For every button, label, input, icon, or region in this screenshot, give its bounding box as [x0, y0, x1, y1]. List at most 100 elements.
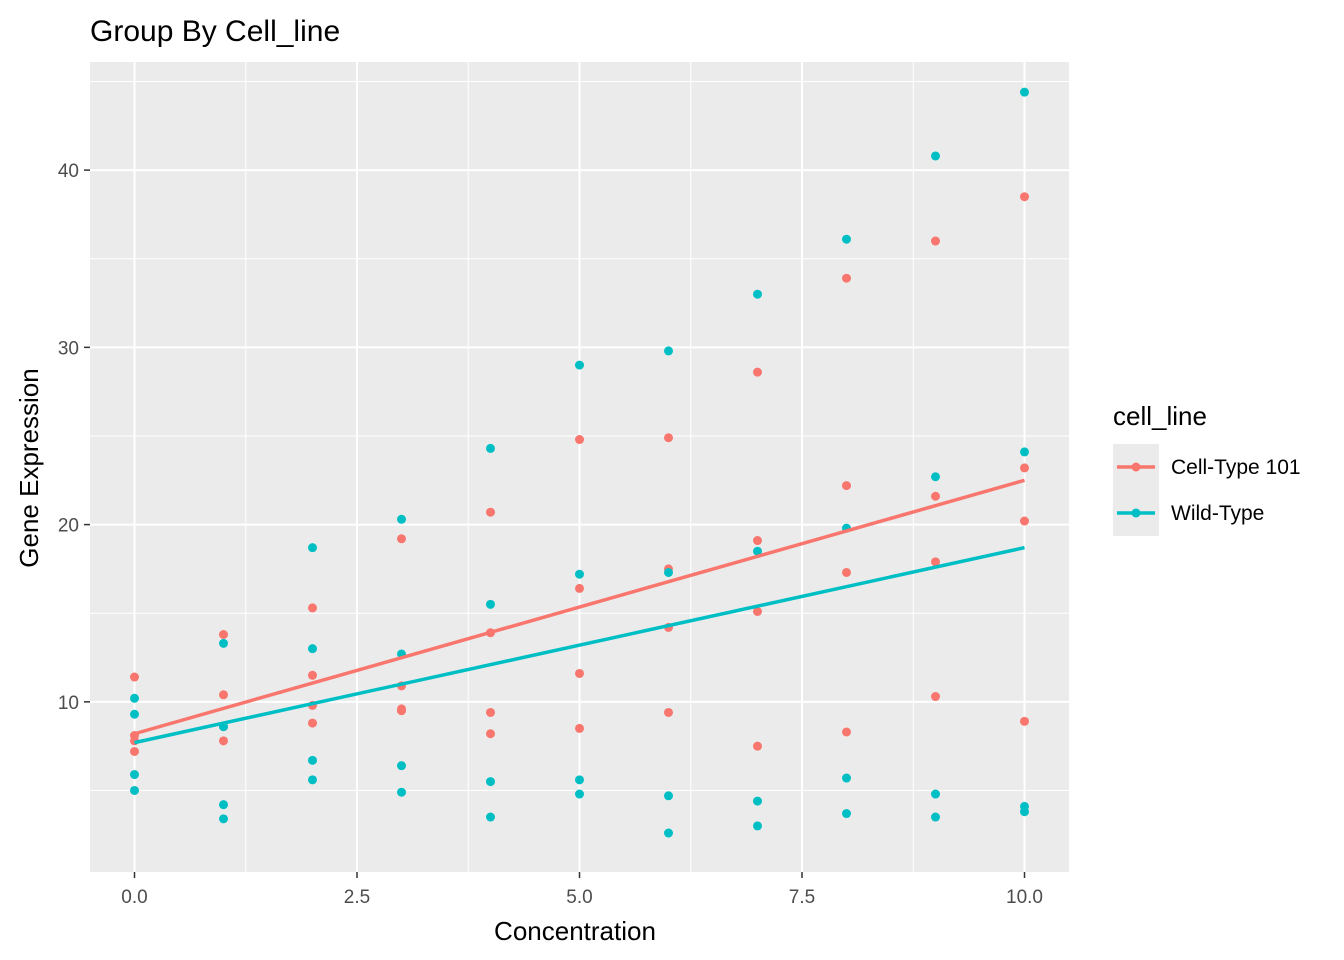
data-point-series-1: [219, 736, 228, 746]
x-axis-title: Concentration: [494, 916, 656, 946]
legend-keys: Cell-Type 101 Wild-Type: [1113, 444, 1301, 536]
data-point-series-1: [308, 670, 317, 680]
data-point-series-2: [308, 755, 317, 765]
data-point-series-1: [1020, 516, 1029, 526]
data-point-series-2: [575, 569, 584, 579]
data-point-series-2: [753, 289, 762, 299]
data-point-series-2: [308, 775, 317, 785]
x-tick-label: 7.5: [789, 887, 815, 908]
data-point-series-2: [130, 693, 139, 703]
data-point-series-1: [130, 746, 139, 756]
data-point-series-2: [486, 599, 495, 609]
trend-line-series-1: [134, 478, 1025, 736]
x-tick-label: 10.0: [1006, 887, 1043, 908]
x-tick-label: 2.5: [344, 887, 370, 908]
data-point-series-1: [931, 236, 940, 246]
data-point-series-2: [753, 546, 762, 556]
data-point-series-2: [219, 638, 228, 648]
data-point-series-2: [842, 234, 851, 244]
legend-title: cell_line: [1113, 401, 1207, 431]
y-tick-label: 40: [58, 161, 79, 182]
chart-title: Group By Cell_line: [90, 15, 340, 48]
data-point-series-2: [842, 809, 851, 819]
data-point-series-1: [1020, 716, 1029, 726]
data-point-series-1: [842, 481, 851, 491]
data-point-series-2: [575, 360, 584, 370]
legend-label: Cell-Type 101: [1171, 456, 1301, 479]
y-tick-label: 10: [58, 693, 79, 714]
data-point-series-1: [664, 433, 673, 443]
data-point-series-1: [1020, 192, 1029, 202]
legend-key-point: [1131, 508, 1141, 518]
data-point-series-2: [575, 775, 584, 785]
data-point-series-1: [486, 729, 495, 739]
x-axis: 0.0 2.5 5.0 7.5 10.0: [121, 872, 1043, 908]
data-point-series-2: [130, 709, 139, 719]
data-point-series-2: [753, 821, 762, 831]
data-point-series-1: [486, 507, 495, 517]
trend-lines: [134, 478, 1025, 745]
x-tick-label: 5.0: [566, 887, 592, 908]
data-point-series-1: [397, 706, 406, 716]
data-point-series-2: [931, 789, 940, 799]
data-point-series-1: [1020, 463, 1029, 473]
data-point-series-1: [842, 727, 851, 737]
data-point-series-1: [842, 273, 851, 283]
data-point-series-2: [486, 777, 495, 787]
data-point-series-2: [397, 761, 406, 771]
data-point-series-1: [575, 668, 584, 678]
data-point-series-2: [130, 785, 139, 795]
data-point-series-2: [664, 828, 673, 838]
data-point-series-2: [397, 514, 406, 524]
data-point-series-2: [664, 567, 673, 577]
data-point-series-1: [575, 435, 584, 445]
data-point-series-2: [575, 789, 584, 799]
data-point-series-1: [753, 606, 762, 616]
data-point-series-2: [308, 644, 317, 654]
data-point-series-2: [219, 800, 228, 810]
y-axis: 10 20 30 40: [58, 161, 90, 714]
data-point-series-2: [664, 791, 673, 801]
legend: cell_line Cell-Type 101 Wild-Type: [1113, 401, 1301, 536]
data-point-series-2: [1020, 447, 1029, 457]
data-point-series-1: [486, 707, 495, 717]
data-points: [130, 87, 1029, 838]
y-axis-title: Gene Expression: [14, 368, 44, 567]
data-point-series-1: [931, 692, 940, 702]
data-point-series-2: [664, 346, 673, 356]
data-point-series-1: [397, 534, 406, 544]
data-point-series-1: [664, 707, 673, 717]
y-tick-label: 20: [58, 516, 79, 537]
data-point-series-1: [219, 629, 228, 639]
data-point-series-2: [753, 796, 762, 806]
data-point-series-2: [219, 814, 228, 824]
data-point-series-1: [753, 741, 762, 751]
x-tick-label: 0.0: [121, 887, 147, 908]
data-point-series-2: [931, 472, 940, 482]
data-point-series-1: [575, 583, 584, 593]
data-point-series-2: [931, 151, 940, 161]
data-point-series-1: [842, 567, 851, 577]
data-point-series-1: [219, 690, 228, 700]
data-point-series-2: [486, 443, 495, 453]
data-point-series-2: [1020, 87, 1029, 97]
data-point-series-2: [1020, 807, 1029, 817]
data-point-series-1: [308, 603, 317, 613]
data-point-series-1: [753, 367, 762, 377]
trend-line-series-2: [134, 545, 1025, 745]
data-point-series-1: [130, 672, 139, 682]
data-point-series-2: [130, 770, 139, 780]
data-point-series-2: [842, 773, 851, 783]
data-point-series-1: [931, 491, 940, 501]
data-point-series-1: [575, 723, 584, 733]
legend-key-point: [1131, 462, 1141, 472]
data-point-series-2: [486, 812, 495, 822]
legend-label: Wild-Type: [1171, 502, 1264, 525]
y-tick-label: 30: [58, 338, 79, 359]
data-point-series-1: [308, 718, 317, 728]
data-point-series-2: [931, 812, 940, 822]
data-point-series-1: [753, 536, 762, 546]
data-point-series-2: [397, 787, 406, 797]
data-point-series-2: [308, 543, 317, 553]
